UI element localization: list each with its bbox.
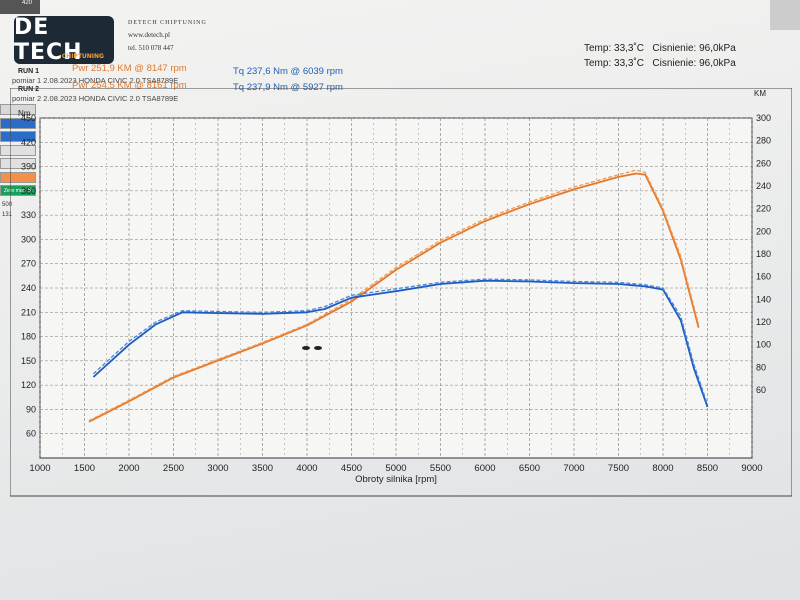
y-left-tick-label: 390	[21, 162, 36, 172]
run-selector-sidebar: Zero moc. St	[0, 104, 40, 199]
x-tick-label: 5000	[385, 463, 406, 474]
x-tick-label: 3000	[207, 463, 228, 474]
dyno-chart-svg: 60 90 120 150 180 210 240 270 300 330 360 390 420 450…	[9, 87, 793, 497]
y-right-tick-label: 140	[756, 294, 771, 304]
sidebar-item-3[interactable]	[0, 131, 36, 142]
run2-label: RUN 2	[18, 86, 40, 93]
y-left-tick-label: 420	[21, 137, 36, 147]
run2-temp: Temp: 33,3˚C	[584, 58, 645, 69]
company-name: DETECH CHIPTUNING	[128, 20, 207, 26]
series-line-3	[92, 279, 709, 408]
pen-mark	[300, 338, 326, 350]
x-tick-label: 6000	[474, 463, 495, 474]
y-right-tick-label: 80	[756, 362, 766, 372]
sidebar-item-6[interactable]	[0, 171, 36, 183]
y-right-tick-label: 220	[756, 204, 771, 214]
y-right-tick-label: 260	[756, 158, 771, 168]
y-left-axis-label: Nm	[18, 109, 31, 118]
y-right-tick-label: 180	[756, 249, 771, 259]
y-left-tick-label: 120	[21, 380, 36, 390]
y-left-tick-label: 450	[21, 113, 36, 123]
x-tick-label: 7000	[563, 463, 584, 474]
run1-subtitle: pomiar 1 2.08.2023 HONDA CIVIC 2.0 TSA87…	[12, 76, 179, 85]
company-website: www.detech.pl	[128, 31, 170, 39]
run2-power: Pwr 254,5 KM @ 8161 rpm	[72, 80, 187, 91]
y-left-tick-label: 90	[26, 404, 36, 414]
y-right-tick-label: 240	[756, 181, 771, 191]
x-tick-label: 1000	[29, 463, 50, 474]
x-tick-label: 4000	[296, 463, 317, 474]
y-right-tick-label: 120	[756, 317, 771, 327]
dyno-chart: 60 90 120 150 180 210 240 270 300 330 360 390 420 450…	[9, 87, 793, 498]
run1-temp: Temp: 33,3˚C	[584, 43, 645, 54]
run1-environment: Temp: 33,3˚C Cisnienie: 96,0kPa	[584, 43, 736, 54]
run2-pressure: Cisnienie: 96,0kPa	[652, 58, 736, 69]
y-right-tick-label: 300	[756, 113, 771, 123]
company-logo: DE TECH CHIPTUNING	[14, 15, 114, 65]
sidebar-item-7[interactable]: Zero moc. St	[0, 185, 36, 196]
y-left-tick-label: 60	[26, 429, 36, 439]
y-left-tick-label: 180	[21, 332, 36, 342]
y-right-tick-label: 160	[756, 272, 771, 282]
run1-label: RUN 1	[18, 68, 40, 75]
run2-environment: Temp: 33,3˚C Cisnienie: 96,0kPa	[584, 58, 736, 69]
company-phone: tel. 510 078 447	[128, 44, 174, 52]
x-tick-label: 7500	[608, 463, 629, 474]
series-line-1	[88, 172, 700, 423]
sidebar-item-1[interactable]	[0, 104, 36, 115]
x-tick-label: 2000	[118, 463, 139, 474]
y-left-tick-label: 330	[21, 210, 36, 220]
series-line-2	[88, 169, 700, 422]
series-line-4	[92, 278, 709, 405]
x-tick-label: 4500	[341, 463, 362, 474]
x-tick-label: 9000	[741, 463, 762, 474]
corner-block	[770, 0, 800, 30]
company-info: DETECH CHIPTUNING www.detech.pl tel. 510…	[128, 20, 207, 57]
y-left-tick-label: 300	[21, 234, 36, 244]
x-tick-label: 2500	[163, 463, 184, 474]
x-axis-label: Obroty silnika [rpm]	[355, 474, 437, 485]
y-left-tick-label: 150	[21, 356, 36, 366]
sidebar-item-4[interactable]	[0, 144, 36, 156]
y-left-tick-label: 360	[21, 186, 36, 196]
logo-subtext: CHIPTUNING	[61, 53, 104, 60]
run2-subtitle: pomiar 2 2.08.2023 HONDA CIVIC 2.0 TSA87…	[12, 94, 179, 103]
logo-text: DE TECH	[14, 15, 83, 65]
run1-pressure: Cisnienie: 96,0kPa	[652, 43, 736, 54]
sidebar-bottom-label-1: 500	[2, 202, 13, 208]
y-right-tick-label: 200	[756, 226, 771, 236]
x-tick-label: 6500	[519, 463, 540, 474]
corner-label: 420	[0, 0, 40, 14]
y-right-axis-label: KM	[754, 89, 766, 98]
y-right-tick-label: 60	[756, 385, 766, 395]
y-right-tick-label: 280	[756, 136, 771, 146]
x-tick-label: 3500	[252, 463, 273, 474]
y-left-tick-label: 210	[21, 307, 36, 317]
sidebar-item-5[interactable]	[0, 158, 36, 169]
run1-power: Pwr 251,9 KM @ 8147 rpm	[72, 63, 187, 74]
y-left-tick-label: 270	[21, 259, 36, 269]
sidebar-item-2[interactable]	[0, 117, 36, 129]
x-tick-label: 1500	[74, 463, 95, 474]
x-tick-label: 8000	[652, 463, 673, 474]
y-left-tick-label: 240	[21, 283, 36, 293]
y-right-tick-label: 100	[756, 340, 771, 350]
sidebar-bottom-label-2: 131	[2, 212, 13, 218]
x-tick-label: 5500	[430, 463, 451, 474]
run1-torque: Tq 237,6 Nm @ 6039 rpm	[233, 66, 343, 77]
x-tick-label: 8500	[697, 463, 718, 474]
